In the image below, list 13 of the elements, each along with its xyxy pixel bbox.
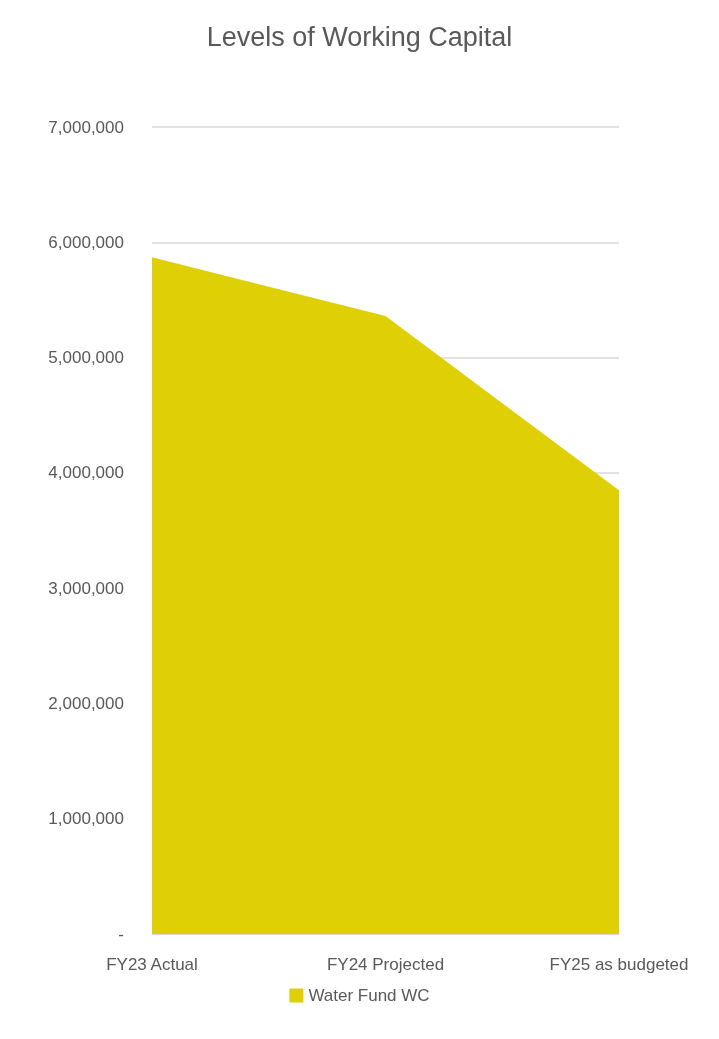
x-tick-label: FY24 Projected [326,955,445,974]
y-tick-label: 2,000,000 [48,693,124,713]
y-tick-label: 1,000,000 [48,809,124,829]
y-tick-label: 7,000,000 [48,117,124,137]
x-tick-label: FY25 as budgeted [549,955,689,974]
y-tick-label: 5,000,000 [48,348,124,368]
chart-title: Levels of Working Capital [206,21,513,52]
y-tick-label: 3,000,000 [48,578,124,598]
legend-label: Water Fund WC [308,986,430,1005]
y-tick-label: 4,000,000 [48,463,124,483]
x-tick-label: FY23 Actual [106,955,198,974]
y-tick-label: - [118,924,124,944]
y-tick-label: 6,000,000 [48,232,124,252]
